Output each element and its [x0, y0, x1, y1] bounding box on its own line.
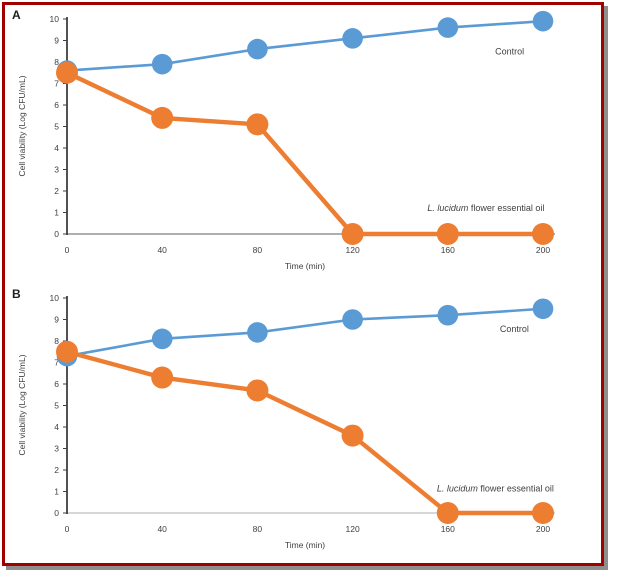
x-tick-label: 120	[346, 524, 360, 534]
series-label-control: Control	[500, 324, 529, 334]
x-tick-label: 80	[253, 524, 263, 534]
data-point-essential-oil	[341, 424, 364, 447]
x-tick-label: 40	[157, 524, 167, 534]
y-tick-label: 7	[54, 79, 59, 89]
series-label-essential-oil: L. lucidum flower essential oil	[427, 203, 544, 213]
y-tick-label: 4	[54, 143, 59, 153]
data-point-essential-oil	[436, 502, 459, 524]
y-tick-label: 10	[50, 293, 60, 303]
series-label-essential-oil: L. lucidum flower essential oil	[437, 483, 554, 493]
y-tick-label: 0	[54, 229, 59, 239]
series-line-control	[66, 307, 544, 358]
y-tick-label: 10	[50, 14, 60, 24]
y-tick-label: 8	[54, 57, 59, 67]
y-tick-label: 6	[54, 379, 59, 389]
panel-b-chart: 0 1 2 3 4 5 6 7 8 9 10 0 40 80 120 160 200 Time (min) Cell…	[17, 293, 555, 550]
y-tick-label: 6	[54, 100, 59, 110]
data-point-control	[247, 38, 268, 60]
x-tick-label: 160	[441, 524, 455, 534]
panel-b: B 0 1 2 3 4 5 6 7 8 9 10 0 40 80 120 160 200 Time (min) Ce…	[9, 284, 597, 563]
data-point-control	[437, 304, 459, 326]
panel-b-letter: B	[12, 287, 21, 301]
y-tick-label: 9	[54, 36, 59, 46]
panel-a-chart: 0 1 2 3 4 5 6 7 8 9 10 0 40 80 120 160 200 Time (min) Cell…	[17, 10, 555, 271]
series-line-essential-oil	[66, 70, 543, 237]
x-tick-label: 0	[65, 524, 70, 534]
y-tick-label: 9	[54, 315, 59, 325]
y-tick-label: 3	[54, 165, 59, 175]
y-tick-label: 1	[54, 487, 59, 497]
x-tick-label: 200	[536, 524, 550, 534]
y-tick-label: 5	[54, 401, 59, 411]
x-tick-label: 40	[157, 245, 167, 255]
data-point-control	[437, 17, 459, 38]
y-tick-label: 2	[54, 465, 59, 475]
series-line-essential-oil	[66, 349, 543, 516]
y-tick-label: 7	[54, 358, 59, 368]
data-point-essential-oil	[532, 223, 554, 245]
data-point-control	[342, 309, 363, 330]
x-tick-label: 0	[65, 245, 70, 255]
x-tick-label: 200	[536, 245, 550, 255]
data-point-essential-oil	[246, 379, 269, 402]
x-tick-label: 120	[346, 245, 360, 255]
data-point-essential-oil	[56, 61, 78, 84]
data-point-essential-oil	[151, 106, 174, 129]
data-point-control	[532, 10, 554, 32]
x-tick-label: 80	[253, 245, 263, 255]
data-point-essential-oil	[436, 223, 459, 245]
y-tick-label: 5	[54, 122, 59, 132]
x-axis-title: Time (min)	[285, 261, 325, 271]
y-axis-title: Cell viability (Log CFU/mL)	[17, 75, 27, 176]
data-point-control	[151, 328, 173, 350]
y-tick-label: 2	[54, 186, 59, 196]
y-tick-label: 1	[54, 208, 59, 218]
data-point-control	[247, 322, 268, 343]
data-point-control	[532, 298, 554, 320]
y-tick-label: 3	[54, 444, 59, 454]
panel-a: A 0 1 2 3 4 5 6 7 8 9 10 0 40 80 120 160 200 Time (min) Ce…	[9, 5, 597, 284]
data-point-essential-oil	[341, 223, 364, 245]
panel-a-letter: A	[12, 8, 21, 22]
series-line-control	[66, 19, 544, 72]
data-point-essential-oil	[532, 502, 554, 524]
x-axis-title: Time (min)	[285, 540, 325, 550]
data-point-control	[151, 53, 173, 75]
data-point-essential-oil	[151, 366, 174, 389]
series-label-control: Control	[495, 46, 524, 56]
data-point-essential-oil	[246, 113, 269, 136]
data-point-control	[342, 28, 363, 49]
y-tick-label: 4	[54, 422, 59, 432]
data-point-essential-oil	[56, 340, 78, 363]
y-axis-title: Cell viability (Log CFU/mL)	[17, 354, 27, 455]
y-tick-label: 0	[54, 508, 59, 518]
y-tick-label: 8	[54, 336, 59, 346]
x-tick-label: 160	[441, 245, 455, 255]
figure-frame: A 0 1 2 3 4 5 6 7 8 9 10 0 40 80 120 160 200 Time (min) Ce…	[2, 2, 604, 566]
